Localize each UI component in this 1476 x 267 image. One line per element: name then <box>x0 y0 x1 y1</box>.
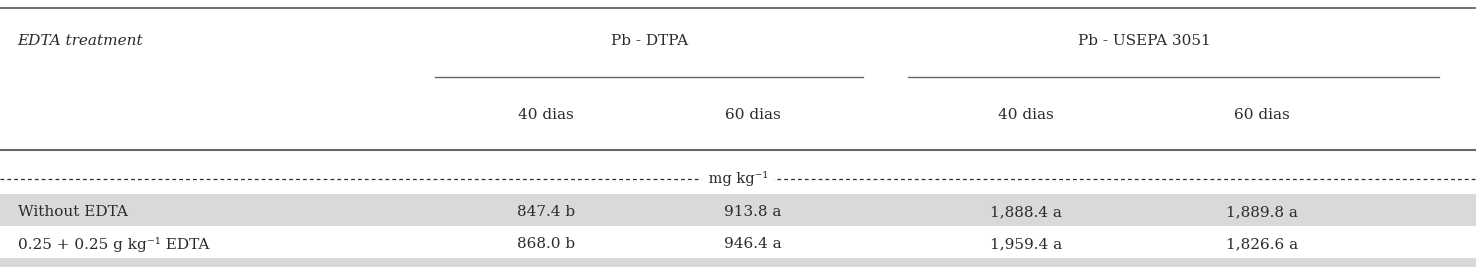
FancyBboxPatch shape <box>0 258 1476 267</box>
Text: 1,888.4 a: 1,888.4 a <box>990 205 1061 219</box>
Text: 1,889.8 a: 1,889.8 a <box>1227 205 1297 219</box>
FancyBboxPatch shape <box>0 226 1476 262</box>
Text: 0.25 + 0.25 g kg⁻¹ EDTA: 0.25 + 0.25 g kg⁻¹ EDTA <box>18 237 210 252</box>
Text: EDTA treatment: EDTA treatment <box>18 34 143 48</box>
Text: Pb - USEPA 3051: Pb - USEPA 3051 <box>1077 34 1210 48</box>
Text: 40 dias: 40 dias <box>518 108 574 122</box>
Text: 868.0 b: 868.0 b <box>517 237 576 251</box>
FancyBboxPatch shape <box>0 194 1476 230</box>
Text: 40 dias: 40 dias <box>998 108 1054 122</box>
Text: 1,959.4 a: 1,959.4 a <box>990 237 1061 251</box>
Text: Pb - DTPA: Pb - DTPA <box>611 34 688 48</box>
Text: Without EDTA: Without EDTA <box>18 205 127 219</box>
Text: 1,826.6 a: 1,826.6 a <box>1227 237 1297 251</box>
Text: 60 dias: 60 dias <box>725 108 781 122</box>
Text: 946.4 a: 946.4 a <box>723 237 782 251</box>
Text: mg kg⁻¹: mg kg⁻¹ <box>704 171 772 186</box>
Text: 913.8 a: 913.8 a <box>725 205 781 219</box>
Text: 847.4 b: 847.4 b <box>517 205 576 219</box>
Text: 60 dias: 60 dias <box>1234 108 1290 122</box>
